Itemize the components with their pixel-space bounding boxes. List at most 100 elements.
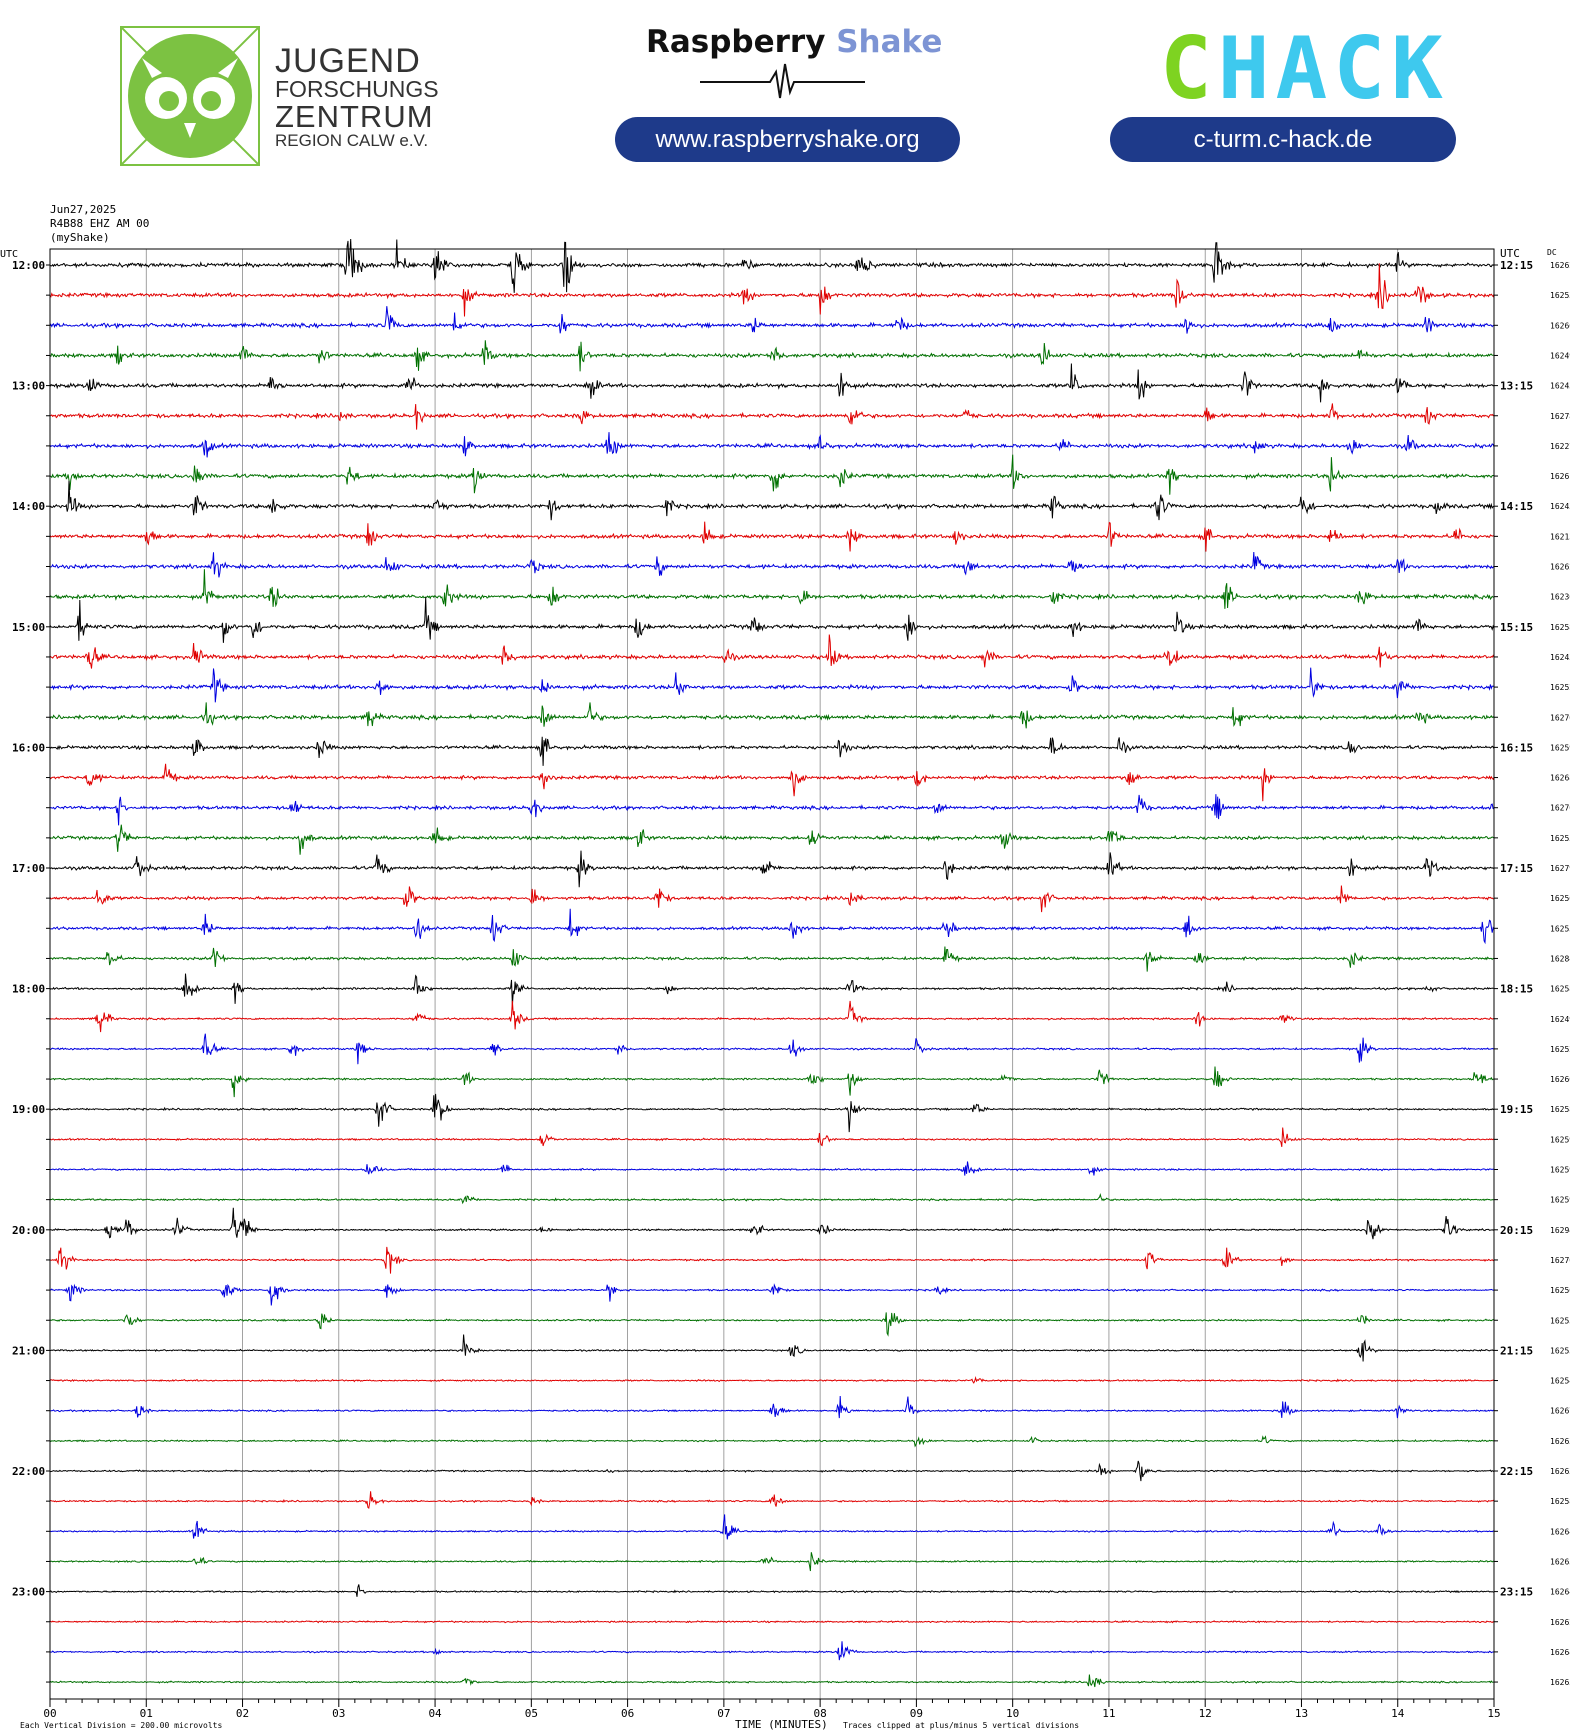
raspberryshake-url-pill[interactable]: www.raspberryshake.org <box>615 117 960 162</box>
hour-label-left: 23:00 <box>12 1586 45 1599</box>
dc-value: 16278 <box>1550 412 1570 421</box>
dc-value: 16255 <box>1550 924 1570 933</box>
owl-icon <box>121 27 259 165</box>
trace-row-46 <box>49 1641 1495 1661</box>
dc-value: 16236 <box>1550 593 1570 602</box>
trace-row-34 <box>49 1283 1495 1306</box>
hour-label-right: 20:15 <box>1500 1224 1533 1237</box>
raspberry-word: Raspberry <box>646 24 826 60</box>
x-tick-label: 13 <box>1295 1707 1308 1720</box>
hour-label-right: 22:15 <box>1500 1465 1533 1478</box>
chack-logo-c: C <box>1160 19 1218 119</box>
trace-row-33 <box>49 1246 1495 1274</box>
jfz-line1: JUGEND <box>275 42 421 80</box>
trace-row-35 <box>49 1312 1495 1337</box>
trace-row-38 <box>49 1395 1495 1419</box>
hour-label-left: 20:00 <box>12 1224 45 1237</box>
trace-row-0 <box>49 238 1495 293</box>
trace-row-12 <box>49 597 1495 643</box>
dc-value: 16255 <box>1550 1316 1570 1325</box>
trace-row-23 <box>49 946 1495 972</box>
trace-row-42 <box>49 1514 1495 1540</box>
x-tick-label: 06 <box>621 1707 634 1720</box>
plot-station: R4B88 EHZ AM 00 <box>50 217 150 230</box>
trace-row-31 <box>49 1192 1494 1205</box>
hour-label-right: 21:15 <box>1500 1344 1533 1357</box>
trace-row-6 <box>49 432 1495 458</box>
trace-row-43 <box>49 1552 1495 1572</box>
x-tick-label: 01 <box>140 1707 153 1720</box>
hour-label-left: 19:00 <box>12 1103 45 1116</box>
dc-value: 16265 <box>1550 1557 1570 1566</box>
trace-row-30 <box>49 1161 1495 1176</box>
x-tick-label: 11 <box>1102 1707 1115 1720</box>
hour-label-left: 21:00 <box>12 1344 45 1357</box>
x-axis-label: TIME (MINUTES) <box>735 1718 828 1731</box>
hour-label-right: 19:15 <box>1500 1103 1533 1116</box>
trace-row-41 <box>49 1491 1495 1510</box>
hour-label-right: 23:15 <box>1500 1586 1533 1599</box>
hour-label-left: 16:00 <box>12 741 45 754</box>
hour-label-left: 12:00 <box>12 259 45 272</box>
trace-row-9 <box>49 521 1495 552</box>
trace-row-44 <box>49 1584 1495 1597</box>
trace-row-16 <box>49 736 1495 766</box>
dc-value: 16265 <box>1550 1678 1570 1687</box>
trace-row-29 <box>49 1127 1495 1147</box>
x-tick-label: 12 <box>1199 1707 1212 1720</box>
raspberry-shake-logo: Raspberry Shake <box>646 24 942 60</box>
trace-row-15 <box>49 702 1495 729</box>
dc-value: 16260 <box>1550 1075 1570 1084</box>
dc-value: 16253 <box>1550 291 1570 300</box>
hour-label-right: 14:15 <box>1500 500 1533 513</box>
chack-url-pill[interactable]: c-turm.c-hack.de <box>1110 117 1456 162</box>
right-axis-title: UTC <box>1500 247 1520 260</box>
dc-value: 16213 <box>1550 532 1570 541</box>
trace-row-3 <box>49 340 1495 372</box>
dc-value: 16258 <box>1550 623 1570 632</box>
trace-row-47 <box>49 1674 1495 1688</box>
trace-row-13 <box>49 634 1495 669</box>
dc-value: 16259 <box>1550 1166 1570 1175</box>
dc-value: 16260 <box>1550 321 1570 330</box>
trace-row-27 <box>49 1066 1495 1098</box>
dc-value: 16263 <box>1550 1437 1570 1446</box>
trace-row-1 <box>49 263 1495 317</box>
trace-lines <box>49 238 1495 1688</box>
dc-value: 16227 <box>1550 442 1570 451</box>
dc-value: 16255 <box>1550 1346 1570 1355</box>
hour-label-right: 15:15 <box>1500 621 1533 634</box>
dc-value: 16250 <box>1550 1286 1570 1295</box>
trace-row-39 <box>49 1435 1495 1448</box>
hour-label-left: 18:00 <box>12 983 45 996</box>
trace-row-8 <box>49 480 1495 521</box>
dc-value: 16259 <box>1550 743 1570 752</box>
trace-row-24 <box>49 973 1495 1006</box>
dc-value: 16264 <box>1550 1588 1570 1597</box>
trace-row-21 <box>49 885 1495 913</box>
hour-label-left: 22:00 <box>12 1465 45 1478</box>
trace-row-40 <box>49 1460 1495 1482</box>
hour-label-left: 15:00 <box>12 621 45 634</box>
dc-value: 16243 <box>1550 653 1570 662</box>
scale-note: Each Vertical Division = 200.00 microvol… <box>20 1721 222 1730</box>
jfz-line4: REGION CALW e.V. <box>275 131 429 150</box>
trace-row-5 <box>49 403 1495 430</box>
dc-value: 16268 <box>1550 774 1570 783</box>
plot-source: (myShake) <box>50 231 110 244</box>
x-tick-label: 04 <box>428 1707 442 1720</box>
x-tick-label: 15 <box>1487 1707 1500 1720</box>
hour-label-right: 13:15 <box>1500 380 1533 393</box>
dc-value: 16258 <box>1550 985 1570 994</box>
x-tick-label: 14 <box>1391 1707 1405 1720</box>
trace-row-26 <box>49 1033 1495 1065</box>
dc-title: DC <box>1547 248 1557 257</box>
dc-value: 16263 <box>1550 1467 1570 1476</box>
x-tick-label: 05 <box>525 1707 538 1720</box>
dc-value: 16258 <box>1550 1105 1570 1114</box>
